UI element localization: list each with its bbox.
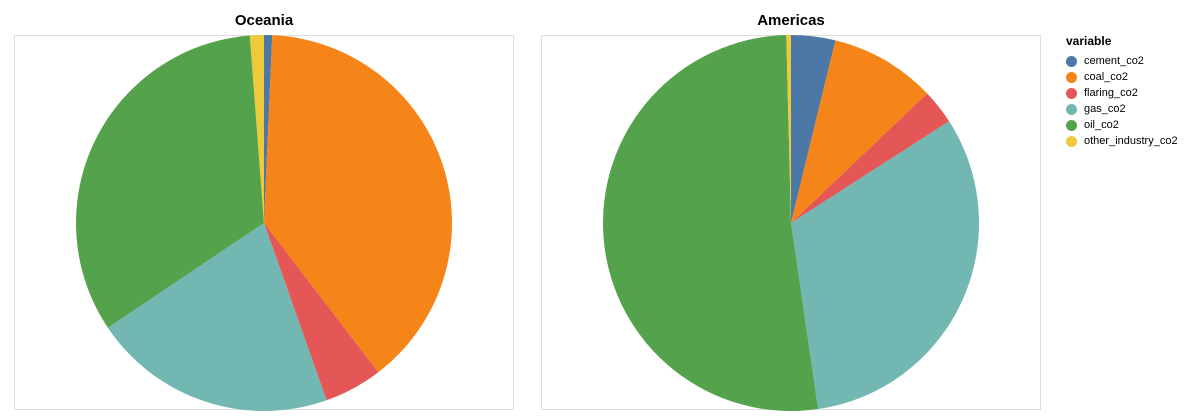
legend-swatch-gas-co2 <box>1066 103 1077 115</box>
legend-label-flaring-co2: flaring_co2 <box>1084 87 1138 99</box>
legend-swatch-other-industry-co2 <box>1066 135 1077 147</box>
legend-item-coal-co2: coal_co2 <box>1066 69 1178 85</box>
legend-item-cement-co2: cement_co2 <box>1066 53 1178 69</box>
legend-swatch-coal-co2 <box>1066 71 1077 83</box>
americas-slice-oil-co2 <box>602 35 819 412</box>
americas-slice-coal-co2 <box>791 40 928 223</box>
legend-item-flaring-co2: flaring_co2 <box>1066 85 1178 101</box>
oceania-slice-gas-co2 <box>107 223 327 411</box>
americas-slice-other-industry-co2 <box>786 35 791 223</box>
oceania-chart-title: Oceania <box>234 12 294 29</box>
legend-title: variable <box>1066 34 1112 48</box>
americas-slice-cement-co2 <box>791 35 836 223</box>
oceania-pie <box>76 34 453 411</box>
legend-label-other-industry-co2: other_industry_co2 <box>1084 135 1178 147</box>
oceania-slice-cement-co2 <box>264 34 273 223</box>
legend-item-other-industry-co2: other_industry_co2 <box>1066 133 1178 149</box>
legend-label-cement-co2: cement_co2 <box>1084 55 1144 67</box>
legend-swatch-cement-co2 <box>1066 55 1077 67</box>
oceania-slice-other-industry-co2 <box>249 34 264 223</box>
americas-slice-gas-co2 <box>791 121 980 410</box>
oceania-slice-coal-co2 <box>264 35 453 373</box>
americas-chart-title: Americas <box>757 12 825 29</box>
legend-swatch-oil-co2 <box>1066 119 1077 131</box>
americas-slice-flaring-co2 <box>791 93 950 223</box>
oceania-slice-oil-co2 <box>76 35 265 328</box>
legend-label-coal-co2: coal_co2 <box>1084 71 1129 83</box>
legend-label-oil-co2: oil_co2 <box>1084 119 1119 131</box>
oceania-slice-flaring-co2 <box>264 223 379 401</box>
legend-label-gas-co2: gas_co2 <box>1084 103 1126 115</box>
legend-item-gas-co2: gas_co2 <box>1066 101 1178 117</box>
legend-swatch-flaring-co2 <box>1066 87 1077 99</box>
americas-pie <box>602 35 980 412</box>
legend-item-oil-co2: oil_co2 <box>1066 117 1178 133</box>
legend: variable cement_co2 coal_co2 flaring_co2… <box>1066 34 1178 149</box>
